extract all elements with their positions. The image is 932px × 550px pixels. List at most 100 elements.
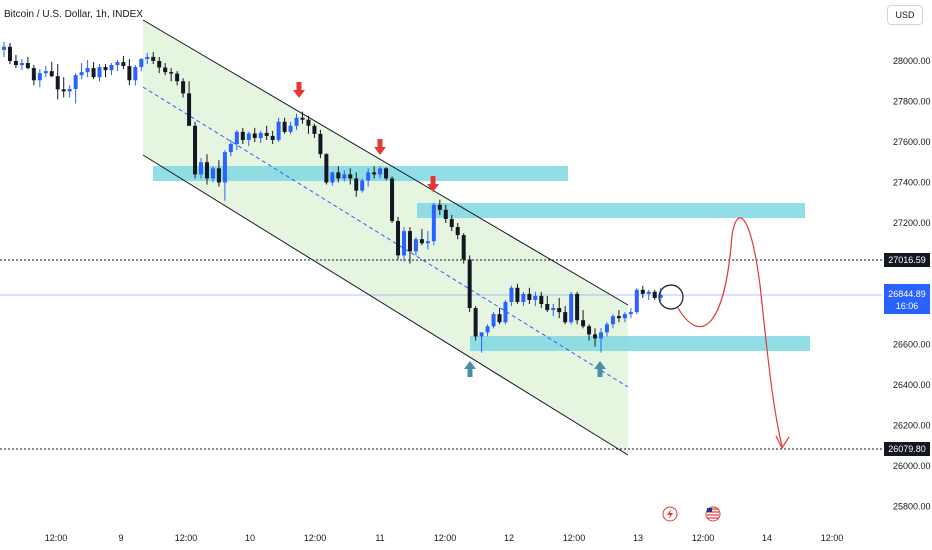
candle-body bbox=[13, 61, 18, 66]
candle-body bbox=[103, 67, 108, 71]
candle-body bbox=[419, 239, 424, 244]
candle-body bbox=[431, 204, 436, 242]
candle-body bbox=[115, 62, 120, 66]
candle-body bbox=[437, 204, 442, 210]
x-tick-label: 13 bbox=[633, 533, 643, 543]
candle-body bbox=[91, 68, 96, 78]
down-arrow-icon bbox=[427, 176, 439, 192]
candle-body bbox=[407, 231, 412, 252]
candle-body bbox=[187, 93, 192, 126]
resistance-zone-1 bbox=[153, 166, 568, 181]
candle-body bbox=[539, 295, 544, 304]
candle-body bbox=[97, 67, 102, 78]
candle-body bbox=[121, 62, 126, 67]
candle-body bbox=[634, 289, 639, 313]
candle-body bbox=[545, 304, 550, 311]
candle-body bbox=[306, 119, 311, 126]
price-label-bg bbox=[884, 284, 930, 314]
candle-body bbox=[473, 308, 478, 337]
x-tick-label: 9 bbox=[118, 533, 123, 543]
price-label-bg bbox=[884, 442, 930, 456]
y-tick-label: 28000.00 bbox=[893, 56, 931, 66]
down-arrow-icon bbox=[293, 82, 305, 98]
candle-body bbox=[282, 121, 287, 132]
candle-body bbox=[288, 125, 293, 132]
candle-body bbox=[55, 76, 60, 90]
candle-body bbox=[127, 66, 132, 81]
candle-body bbox=[49, 71, 54, 77]
candle-body bbox=[628, 312, 633, 315]
candle-body bbox=[354, 178, 359, 191]
currency-button[interactable]: USD bbox=[887, 5, 923, 25]
candle-body bbox=[521, 293, 526, 302]
candle-body bbox=[443, 209, 448, 219]
candle-body bbox=[384, 168, 389, 179]
y-tick-label: 27600.00 bbox=[893, 137, 931, 147]
candle-body bbox=[169, 72, 174, 74]
y-tick-label: 26600.00 bbox=[893, 340, 931, 350]
x-tick-label: 12 bbox=[504, 533, 514, 543]
candle-body bbox=[455, 227, 460, 236]
candle-body bbox=[593, 334, 598, 339]
candle-body bbox=[390, 178, 395, 221]
y-tick-label: 27200.00 bbox=[893, 218, 931, 228]
channel-lower-line bbox=[142, 154, 629, 456]
y-tick-label: 26000.00 bbox=[893, 461, 931, 471]
candle-body bbox=[342, 174, 347, 179]
channel-fill bbox=[143, 20, 628, 455]
projection-path bbox=[677, 217, 783, 447]
candle-body bbox=[2, 46, 6, 50]
candle-body bbox=[193, 125, 198, 175]
candle-body bbox=[485, 326, 490, 333]
price-label-bg bbox=[884, 253, 930, 267]
candle-body bbox=[264, 132, 269, 136]
candle-body bbox=[73, 75, 78, 89]
x-tick-label: 12:00 bbox=[563, 533, 586, 543]
candle-body bbox=[557, 308, 562, 313]
candle-body bbox=[139, 58, 144, 68]
candle-body bbox=[19, 63, 24, 66]
y-tick-label: 26200.00 bbox=[893, 421, 931, 431]
candle-body bbox=[413, 239, 418, 252]
projection-arrowhead-icon bbox=[775, 435, 790, 450]
candle-body bbox=[599, 332, 603, 339]
candle-body bbox=[25, 63, 30, 69]
candle-body bbox=[199, 162, 204, 175]
candle-body bbox=[109, 65, 114, 71]
up-arrow-icon bbox=[464, 361, 476, 377]
candle-body bbox=[610, 316, 615, 325]
price-label-target: 26079.80 bbox=[888, 444, 926, 454]
candle-body bbox=[43, 71, 48, 74]
candle-body bbox=[640, 289, 645, 294]
chart-title: Bitcoin / U.S. Dollar, 1h, INDEX bbox=[4, 9, 143, 20]
candle-body bbox=[294, 117, 299, 126]
x-tick-label: 12:00 bbox=[434, 533, 457, 543]
candle-body bbox=[604, 324, 609, 333]
x-tick-label: 12:00 bbox=[692, 533, 715, 543]
up-arrow-icon bbox=[594, 361, 606, 377]
candle-body bbox=[491, 314, 496, 327]
candle-body bbox=[569, 293, 574, 323]
candle-body bbox=[216, 168, 221, 183]
candle-body bbox=[240, 131, 245, 140]
candle-body bbox=[378, 168, 383, 175]
channel-upper-line bbox=[142, 19, 629, 306]
y-tick-label: 27800.00 bbox=[893, 97, 931, 107]
candle-body bbox=[401, 231, 406, 256]
candle-body bbox=[145, 56, 150, 59]
candle-body bbox=[348, 174, 353, 179]
candle-body bbox=[396, 220, 401, 256]
x-tick-label: 12:00 bbox=[821, 533, 844, 543]
price-label-high: 27016.59 bbox=[888, 255, 926, 265]
candle-body bbox=[425, 241, 430, 244]
candle-body bbox=[228, 144, 233, 153]
price-label-time: 16:06 bbox=[896, 301, 919, 311]
candle-body bbox=[210, 168, 215, 179]
candle-body bbox=[318, 133, 323, 155]
candle-body bbox=[37, 73, 42, 81]
price-label-current: 26844.89 bbox=[888, 289, 926, 299]
candle-body bbox=[312, 125, 317, 134]
candle-body bbox=[258, 132, 263, 138]
y-tick-label: 26400.00 bbox=[893, 380, 931, 390]
